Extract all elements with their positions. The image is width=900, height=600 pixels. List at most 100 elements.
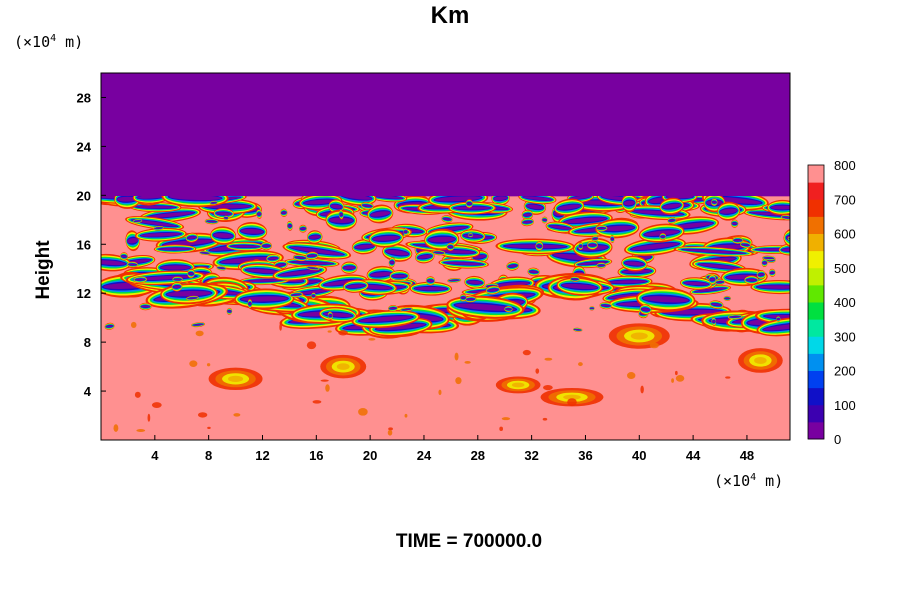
low-value-streak xyxy=(570,276,580,282)
low-value-streak xyxy=(521,217,535,227)
streak-band xyxy=(710,303,722,306)
colorbar-segment xyxy=(808,387,824,406)
patch-band xyxy=(563,394,581,400)
streak-band xyxy=(345,284,366,289)
low-value-streak xyxy=(171,282,183,292)
streak-band xyxy=(206,220,218,223)
red-speck xyxy=(206,363,211,367)
streak-band xyxy=(769,271,775,274)
streak-band xyxy=(797,227,805,231)
red-speck xyxy=(189,360,198,367)
patch-band xyxy=(754,357,767,364)
red-speck xyxy=(499,426,504,431)
streak-band xyxy=(256,212,262,216)
x-axis-unit: (×104 m) xyxy=(714,472,783,490)
streak-band xyxy=(631,242,679,251)
red-speck xyxy=(674,370,678,376)
streak-band xyxy=(671,222,714,229)
streak-band xyxy=(248,302,252,305)
low-value-streak xyxy=(318,274,368,291)
streak-band xyxy=(117,196,138,202)
streak-band xyxy=(542,219,547,221)
red-speck xyxy=(578,362,583,367)
colorbar-segment xyxy=(808,421,824,440)
red-speck xyxy=(338,330,348,336)
low-value-streak xyxy=(708,274,717,285)
low-value-streak xyxy=(723,295,731,301)
low-value-streak xyxy=(636,287,696,312)
streak-band xyxy=(564,217,607,224)
streak-band xyxy=(504,244,567,249)
red-speck xyxy=(567,398,577,407)
streak-band xyxy=(370,211,391,217)
streak-band xyxy=(140,232,182,237)
x-tick-label: 20 xyxy=(363,448,377,463)
streak-band xyxy=(169,196,222,201)
low-value-streak xyxy=(266,253,280,263)
low-value-streak xyxy=(596,262,607,269)
streak-band xyxy=(466,202,473,205)
low-value-streak xyxy=(495,238,576,255)
red-speck xyxy=(147,413,151,422)
streak-band xyxy=(796,225,806,233)
low-value-streak xyxy=(739,241,751,249)
streak-band xyxy=(414,286,448,291)
low-value-streak xyxy=(305,251,319,260)
streak-band xyxy=(215,212,232,216)
low-value-streak xyxy=(491,196,510,206)
streak-band xyxy=(339,213,343,216)
colorbar-tick-label: 400 xyxy=(834,295,856,310)
streak-band xyxy=(371,196,403,199)
low-value-streak xyxy=(104,322,115,330)
red-speck xyxy=(134,391,141,398)
streak-band xyxy=(453,206,491,210)
low-value-streak xyxy=(750,279,790,295)
patch-band xyxy=(336,363,350,370)
y-unit-prefix: (×10 xyxy=(14,33,51,51)
low-value-streak xyxy=(237,222,268,241)
streak-band xyxy=(303,199,338,205)
streak-band xyxy=(210,202,217,204)
red-speck xyxy=(544,357,553,361)
x-axis-ticks: 4 8 12 16 20 24 28 32 36 40 44 48 xyxy=(151,435,754,463)
low-value-streak xyxy=(327,311,333,320)
streak-band xyxy=(140,305,151,308)
streak-band xyxy=(330,204,343,209)
red-speck xyxy=(649,342,659,349)
streak-band xyxy=(487,288,499,292)
red-speck xyxy=(312,400,322,404)
colorbar: 0 100 200 300 400 500 600 700 800 xyxy=(807,158,856,447)
streak-band xyxy=(465,298,476,301)
low-value-streak xyxy=(351,309,421,329)
streak-band xyxy=(160,265,191,270)
streak-band xyxy=(362,204,373,207)
colorbar-tick-label: 300 xyxy=(834,329,856,344)
streak-band xyxy=(455,303,516,311)
low-value-streak xyxy=(527,267,540,277)
low-value-streak xyxy=(438,258,489,269)
x-tick-label: 36 xyxy=(578,448,592,463)
streak-band xyxy=(507,264,518,268)
red-speck xyxy=(464,361,471,364)
low-value-streak xyxy=(714,279,726,286)
streak-band xyxy=(796,226,806,233)
streak-band xyxy=(665,196,694,199)
low-value-streak xyxy=(388,305,398,312)
low-value-streak xyxy=(186,295,199,301)
streak-band xyxy=(578,245,583,248)
streak-band xyxy=(719,208,738,214)
low-value-streak xyxy=(153,244,197,254)
streak-band xyxy=(340,196,372,200)
streak-band xyxy=(623,200,635,206)
streak-band xyxy=(571,278,579,280)
colorbar-tick-label: 600 xyxy=(834,227,856,242)
y-unit-suffix: m) xyxy=(56,33,84,51)
y-tick-label: 12 xyxy=(77,286,91,301)
streak-band xyxy=(644,230,680,236)
streak-band xyxy=(401,308,412,311)
colorbar-segment xyxy=(808,250,824,269)
streak-band xyxy=(166,290,212,297)
low-value-streak xyxy=(595,225,608,232)
red-speck xyxy=(136,429,146,432)
